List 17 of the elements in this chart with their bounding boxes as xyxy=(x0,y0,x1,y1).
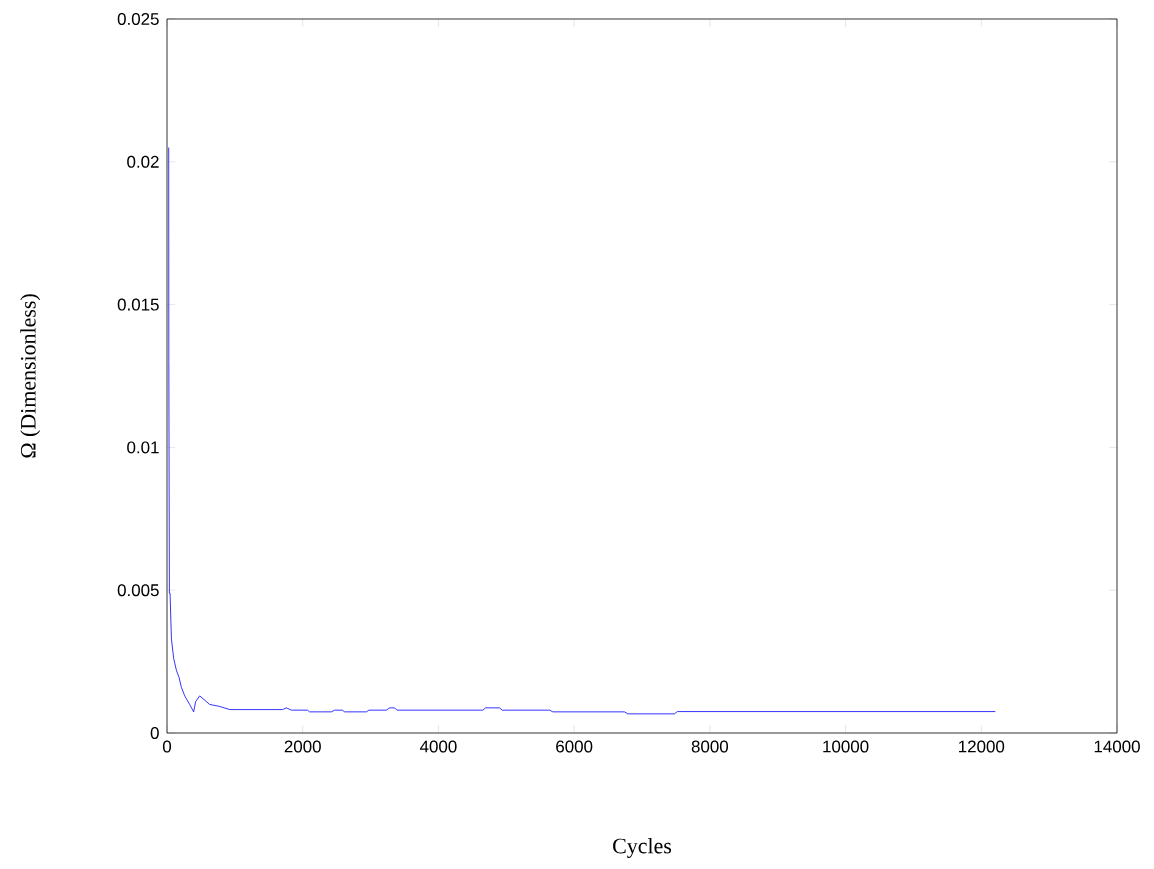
x-tick-label: 6000 xyxy=(556,740,593,753)
x-axis-title: Cycles xyxy=(613,837,672,858)
x-tick-label: 12000 xyxy=(959,740,1005,753)
y-tick-label: 0 xyxy=(150,727,159,739)
y-tick-label: 0.02 xyxy=(127,155,159,168)
x-tick-label: 4000 xyxy=(419,740,457,753)
x-tick-label: 0 xyxy=(162,740,172,753)
y-tick-label: 0.005 xyxy=(117,584,159,597)
x-tick-label: 2000 xyxy=(284,740,321,753)
y-tick-label: 0.025 xyxy=(117,13,159,25)
y-tick-label: 0.015 xyxy=(117,298,159,311)
y-axis-title: Ω (Dimensionless) xyxy=(20,294,41,458)
x-tick-label: 8000 xyxy=(691,740,729,753)
line-series xyxy=(168,147,996,715)
y-tick-label: 0.01 xyxy=(127,441,159,454)
x-tick-label: 10000 xyxy=(823,740,869,753)
x-tick-label: 14000 xyxy=(1094,740,1140,753)
